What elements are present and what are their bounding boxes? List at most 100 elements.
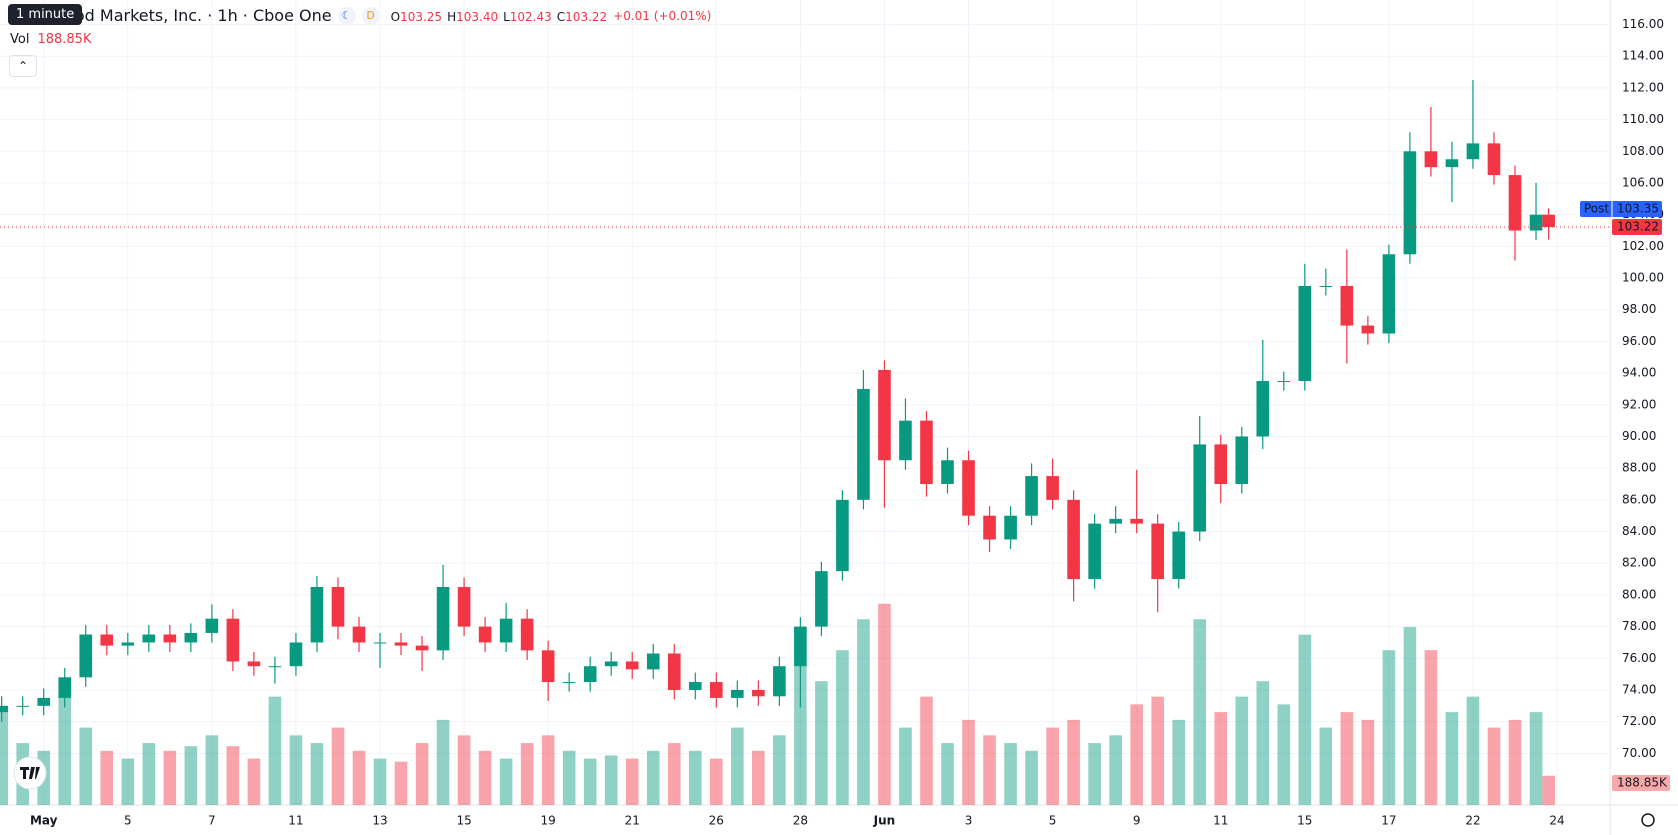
volume-bar <box>1445 712 1459 805</box>
settings-icon[interactable] <box>1641 813 1655 827</box>
volume-bar <box>100 750 114 805</box>
volume-bar <box>268 696 282 805</box>
y-tick-label: 90.00 <box>1622 429 1656 443</box>
volume-bar <box>1487 727 1501 805</box>
volume-bar <box>1067 719 1080 805</box>
x-tick-label: 3 <box>965 814 973 828</box>
candle-body <box>0 705 8 713</box>
candle-body <box>1466 143 1480 160</box>
volume-bar <box>878 603 891 805</box>
legend: Robinhood Markets, Inc. · 1h · Cboe One … <box>10 6 711 25</box>
volume-bar <box>1340 712 1354 805</box>
volume-value-label: 188.85K <box>1617 776 1668 790</box>
candle-body <box>709 682 723 698</box>
candle-body <box>1109 518 1122 524</box>
y-tick-label: 88.00 <box>1622 461 1656 475</box>
volume-value-box <box>1612 775 1670 791</box>
volume-bar <box>625 758 639 805</box>
candle-body <box>247 661 261 667</box>
candle-body <box>941 460 954 485</box>
candle-body <box>836 499 849 572</box>
y-tick-label: 108.00 <box>1622 144 1664 158</box>
candle-body <box>646 653 660 670</box>
volume-bar <box>1277 704 1291 805</box>
volume-bar <box>1004 743 1017 805</box>
candle-body <box>310 586 324 643</box>
candle-body <box>1508 175 1522 231</box>
candle-body <box>857 388 870 500</box>
volume-bar <box>794 665 807 805</box>
candle-body <box>1277 381 1291 383</box>
volume-bar <box>457 735 471 805</box>
y-tick-label: 106.00 <box>1622 175 1664 189</box>
y-tick-label: 96.00 <box>1622 334 1656 348</box>
x-tick-label: 26 <box>709 814 724 828</box>
volume-bar <box>520 743 534 805</box>
volume-bar <box>1508 719 1522 805</box>
volume-bar <box>1542 775 1555 805</box>
volume-bar <box>1214 712 1228 805</box>
candle-body <box>794 626 807 667</box>
candle-body <box>1046 476 1059 500</box>
volume-bar <box>373 758 387 805</box>
ohlc-value: 103.25 <box>400 10 443 24</box>
volume-bar <box>163 750 177 805</box>
candle-body <box>1088 523 1101 580</box>
volume-bar <box>184 746 198 805</box>
candle-body <box>752 689 765 697</box>
volume-bar <box>121 758 135 805</box>
candle-body <box>1025 476 1038 516</box>
volume-bar <box>226 746 240 805</box>
candle-body <box>983 515 996 540</box>
candle-body <box>436 586 450 651</box>
candle-body <box>1130 518 1143 524</box>
candle-body <box>478 626 492 643</box>
collapse-button[interactable]: ⌃ <box>9 55 37 77</box>
candle-body <box>604 661 618 667</box>
symbol-title[interactable]: Robinhood Markets, Inc. · 1h · Cboe One <box>10 6 332 25</box>
volume-bar <box>247 758 261 805</box>
volume-bar <box>1151 696 1164 805</box>
volume-bar <box>1319 727 1333 805</box>
candle-body <box>1529 214 1543 231</box>
volume-bar <box>79 727 93 805</box>
volume-bar <box>941 743 954 805</box>
volume-bar <box>646 750 660 805</box>
last-price-box <box>1612 219 1662 236</box>
ohlc-value: 103.40 <box>456 10 499 24</box>
candle-body <box>289 642 303 667</box>
volume-bar <box>962 719 975 805</box>
candle-body <box>899 420 912 461</box>
candle-body <box>1004 515 1017 540</box>
candle-body <box>226 618 240 662</box>
volume-bar <box>541 735 555 805</box>
x-tick-label: 28 <box>793 814 808 828</box>
volume-bar <box>1130 704 1143 805</box>
candle-body <box>1542 214 1555 228</box>
candle-body <box>773 666 786 697</box>
volume-bar <box>815 681 828 805</box>
x-tick-label: 19 <box>541 814 556 828</box>
volume-bar <box>604 755 618 805</box>
volume-name: Vol <box>10 32 30 47</box>
candle-body <box>1067 499 1080 580</box>
volume-bar <box>331 727 345 805</box>
candle-body <box>688 682 702 690</box>
candle-body <box>499 618 513 643</box>
volume-bar <box>1361 719 1375 805</box>
y-tick-label: 98.00 <box>1622 302 1656 316</box>
volume-bar <box>58 696 72 805</box>
candle-body <box>1214 444 1228 485</box>
candle-body <box>878 369 891 461</box>
y-tick-label: 94.00 <box>1622 366 1656 380</box>
y-tick-label: 82.00 <box>1622 556 1656 570</box>
x-tick-label: 15 <box>456 814 471 828</box>
y-tick-label: 80.00 <box>1622 587 1656 601</box>
post-price-label: 103.35 <box>1617 201 1659 215</box>
candle-body <box>394 642 408 646</box>
candle-body <box>100 634 114 646</box>
candle-body <box>1235 436 1249 485</box>
y-tick-label: 86.00 <box>1622 492 1656 506</box>
ohlc: O103.25 H103.40 L102.43 C103.22 <box>386 6 608 25</box>
